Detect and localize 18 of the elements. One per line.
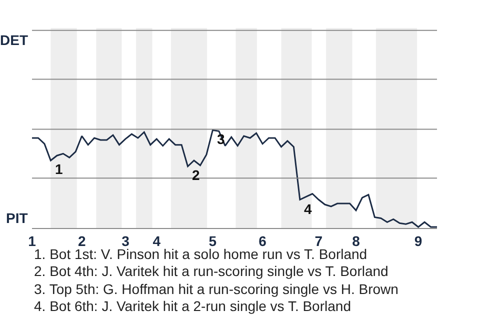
text: 4. Bot 6th: J. Varitek hit a 2-run single vs T. Borland (34, 298, 351, 314)
annotation: 1 (55, 161, 63, 177)
ref-line-label: DET (0, 32, 28, 48)
x-tick-label: 9 (414, 232, 422, 249)
x-tick-label: 1 (28, 232, 36, 249)
text: 2. Bot 4th: J. Varitek hit a run-scoring single vs T. Borland (34, 263, 388, 279)
x-tick-label: 8 (352, 232, 360, 249)
annotation: 2 (192, 167, 200, 183)
annotation: 4 (304, 201, 312, 217)
text: 1. Bot 1st: V. Pinson hit a solo home run vs T. Borland (34, 246, 368, 262)
x-tick-label: 2 (78, 232, 86, 249)
x-tick-label: 3 (122, 232, 130, 249)
x-tick-label: 5 (208, 232, 217, 249)
x-tick-label: 6 (258, 232, 267, 249)
y-axis-title: PIT (6, 210, 28, 226)
x-tick-label: 4 (152, 232, 161, 249)
text: 3. Top 5th: G. Hoffman hit a run-scoring single vs H. Brown (34, 281, 398, 297)
x-tick-label: 7 (314, 232, 323, 249)
